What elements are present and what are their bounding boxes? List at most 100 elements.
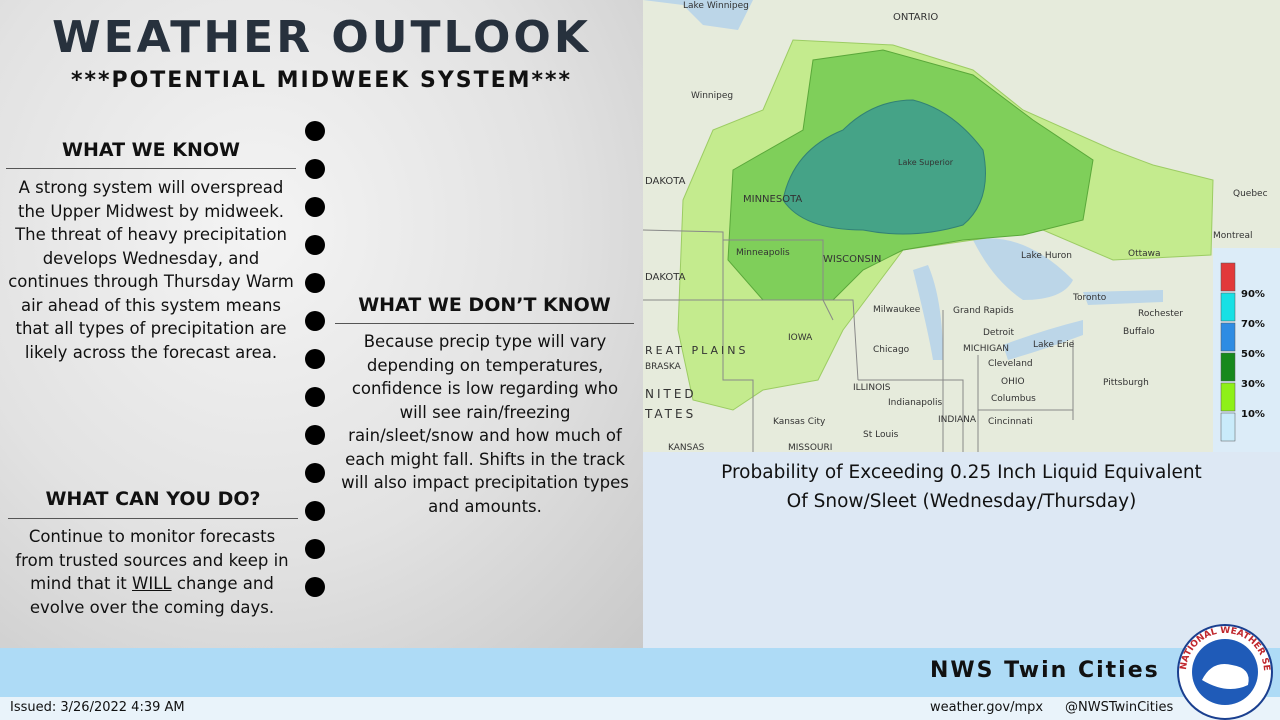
map-label: KANSAS [668,443,705,452]
map-label: ONTARIO [893,12,938,23]
bullet-dot [305,539,325,559]
section-body: Continue to monitor forecasts from trust… [12,525,292,619]
map-label: Pittsburgh [1103,378,1149,388]
social: @NWSTwinCities [1065,700,1174,715]
map-label: NITED [645,387,697,401]
bullet-dot [305,425,325,445]
rule [6,168,296,169]
office-name: NWS Twin Cities [930,658,1160,683]
legend-swatch [1220,412,1236,442]
body-text: Continue to monitor forecasts from trust… [15,527,289,593]
section-heading: WHAT WE DON’T KNOW [358,294,611,316]
map-label: Rochester [1138,309,1183,319]
map-label: Columbus [991,394,1036,404]
body-text: change and evolve over the coming days. [29,574,275,617]
map-label: ILLINOIS [853,383,891,393]
map-label: Lake Huron [1021,251,1072,261]
lake-huron [973,238,1073,300]
map-label: Milwaukee [873,305,921,315]
section-heading: WHAT WE KNOW [62,139,240,161]
bullet-dot [305,463,325,483]
map-label: Grand Rapids [953,306,1014,316]
bullet-dot [305,501,325,521]
bullet-dot [305,121,325,141]
map-label: INDIANA [938,415,977,425]
legend: 90% 70% 50% 30% 10% [1220,262,1265,442]
map-label: OHIO [1001,377,1025,387]
legend-label: 50% [1241,349,1265,360]
legend-swatch [1220,352,1236,382]
caption: Probability of Exceeding 0.25 Inch Liqui… [721,462,1202,483]
map-label: MICHIGAN [963,344,1009,354]
legend-label: 90% [1241,289,1265,300]
map-label: IOWA [788,333,813,343]
footer-strip [0,697,1280,720]
left-panel: WEATHER OUTLOOK ***POTENTIAL MIDWEEK SYS… [0,0,643,648]
map-label: TATES [644,407,696,421]
bullet-dot [305,311,325,331]
map-label: Lake Winnipeg [683,1,749,11]
legend-swatch [1220,382,1236,412]
bullet-dot [305,235,325,255]
bullet-dot [305,273,325,293]
subtitle: ***POTENTIAL MIDWEEK SYSTEM*** [70,68,573,93]
map-label: Toronto [1072,293,1107,303]
legend-swatch [1220,262,1236,292]
legend-swatch [1220,322,1236,352]
map-label: Montreal [1213,231,1253,241]
title: WEATHER OUTLOOK [52,12,591,63]
map-label: DAKOTA [645,176,686,187]
bullet-dot [305,159,325,179]
map-label: BRASKA [645,362,682,372]
legend-swatch [1220,292,1236,322]
legend-label: 70% [1241,319,1265,330]
lake-michigan [913,265,943,360]
rule [8,518,298,519]
map-label: Detroit [983,328,1015,338]
map-label: Buffalo [1123,327,1155,337]
map-label: REAT PLAINS [645,344,748,357]
bullet-dot [305,349,325,369]
website: weather.gov/mpx [930,700,1044,715]
section-heading: WHAT CAN YOU DO? [45,488,261,510]
issued: Issued: 3/26/2022 4:39 AM [10,700,185,715]
legend-label: 30% [1241,379,1265,390]
caption-area [643,452,1280,648]
logo-cloud [1202,664,1249,689]
map-label: Kansas City [773,417,826,427]
borders [643,229,1074,452]
map-label: Indianapolis [888,398,943,408]
map-label: DAKOTA [645,272,686,283]
legend-label: 10% [1241,409,1265,420]
map-label: Quebec [1233,189,1268,199]
footer-band [0,648,1280,697]
nws-logo: NATIONAL WEATHER SERVICE [1172,620,1273,720]
rule [335,323,634,324]
lake [643,0,753,30]
emphasis: WILL [132,574,172,593]
caption: Of Snow/Sleet (Wednesday/Thursday) [786,491,1137,512]
bullet-dot [305,387,325,407]
map-label: MISSOURI [788,443,832,452]
map-label: Chicago [873,345,910,355]
section-body: Because precip type will vary depending … [341,332,629,516]
map-label: WISCONSIN [823,254,881,265]
bullet-dot [305,577,325,597]
map-labels: Lake Winnipeg ONTARIO Winnipeg DAKOTA MINNES… [644,1,1268,452]
contour-50 [782,99,986,235]
map-label: Ottawa [1128,249,1161,259]
lake-ontario [1083,290,1163,305]
map-label: Cincinnati [988,417,1033,427]
map-label: Minneapolis [736,248,790,258]
map-label: Cleveland [988,359,1033,369]
map-label: Lake Erie [1033,340,1075,350]
map: Lake Winnipeg ONTARIO Winnipeg DAKOTA MINNES… [643,0,1280,452]
map-label: MINNESOTA [743,194,802,205]
section-body: A strong system will overspread the Uppe… [8,178,294,362]
map-label: Winnipeg [691,91,733,101]
map-label: St Louis [863,430,899,440]
lake-erie [1003,320,1083,360]
bullet-dot [305,197,325,217]
map-label: Lake Superior [898,158,954,167]
